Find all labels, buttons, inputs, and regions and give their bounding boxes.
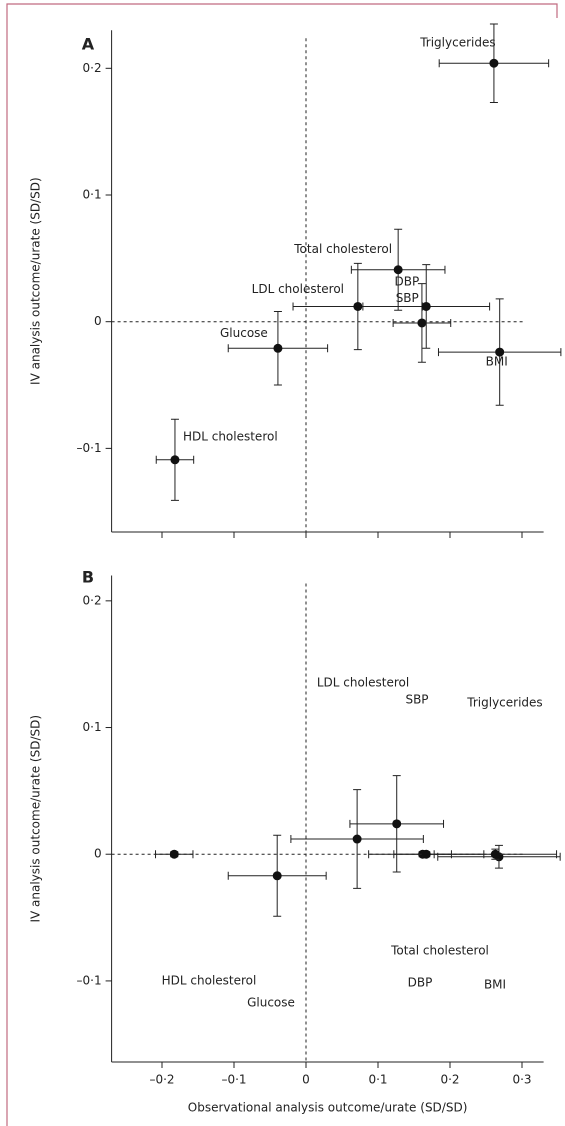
point xyxy=(352,834,362,844)
y-tick-label: 0·1 xyxy=(83,187,102,201)
point xyxy=(417,318,427,328)
point xyxy=(421,849,431,859)
y-axis-title: IV analysis outcome/urate (SD/SD) xyxy=(29,715,43,923)
x-tick-label: 0·3 xyxy=(512,1073,531,1087)
y-tick-label: –0·1 xyxy=(77,441,102,455)
point-label: Total cholesterol xyxy=(293,242,392,256)
y-axis-title: IV analysis outcome/urate (SD/SD) xyxy=(29,177,43,385)
y-tick-label: 0·1 xyxy=(83,720,102,734)
point-label: Triglycerides xyxy=(466,696,542,710)
panel-label: A xyxy=(82,35,95,54)
point-label: LDL cholesterol xyxy=(252,282,344,296)
point-label: DBP xyxy=(395,274,420,288)
point-label: HDL cholesterol xyxy=(162,974,257,988)
point-label: Glucose xyxy=(220,326,268,340)
y-tick-label: 0·2 xyxy=(83,61,102,75)
y-tick-label: –0·1 xyxy=(77,973,102,987)
point xyxy=(170,455,180,465)
x-tick-label: 0·2 xyxy=(440,1073,459,1087)
point-label: SBP xyxy=(405,693,428,707)
point xyxy=(273,343,283,353)
point-label: DBP xyxy=(408,976,433,990)
point xyxy=(393,265,403,275)
point xyxy=(495,347,505,357)
point xyxy=(421,301,431,311)
panel-label: B xyxy=(82,568,94,587)
frame xyxy=(6,3,558,1126)
x-tick-label: 0·1 xyxy=(368,1073,387,1087)
point-label: BMI xyxy=(484,978,506,992)
point xyxy=(490,849,500,859)
point-label: SBP xyxy=(396,291,419,305)
point xyxy=(353,301,363,311)
y-tick-label: 0·2 xyxy=(83,593,102,607)
point-label: Total cholesterol xyxy=(390,944,489,958)
point xyxy=(489,58,499,68)
point-label: Glucose xyxy=(247,996,295,1010)
x-tick-label: –0·2 xyxy=(149,1073,174,1087)
point-label: BMI xyxy=(486,355,508,369)
y-tick-label: 0 xyxy=(94,314,102,328)
point-label: LDL cholesterol xyxy=(317,676,409,690)
point xyxy=(169,849,179,859)
x-tick-label: 0 xyxy=(302,1073,310,1087)
x-axis-title: Observational analysis outcome/urate (SD… xyxy=(188,1101,468,1115)
point xyxy=(272,871,282,881)
x-tick-label: –0·1 xyxy=(221,1073,246,1087)
point-label: Triglycerides xyxy=(419,36,495,50)
y-tick-label: 0 xyxy=(94,847,102,861)
point-label: HDL cholesterol xyxy=(183,429,278,443)
point xyxy=(392,819,402,829)
